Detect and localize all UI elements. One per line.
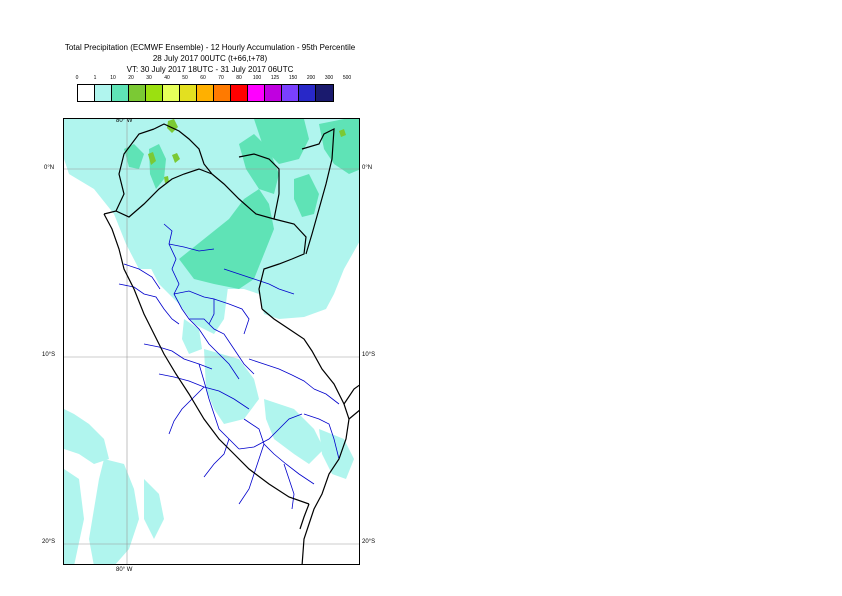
country-borders [103, 123, 359, 564]
lon-label-bottom: 80° W [116, 567, 133, 573]
legend-tick-label: 10 [110, 75, 116, 81]
lat-label-right-20: 20°S [362, 539, 376, 545]
legend-tick-label: 200 [306, 75, 316, 81]
legend-tick-label: 60 [200, 75, 206, 81]
legend-tick-label: 30 [146, 75, 152, 81]
precip-medium-areas [124, 119, 359, 289]
lat-label-left-10: 10°S [42, 352, 56, 358]
lat-label-left-20: 20°S [42, 539, 56, 545]
lon-label-top: 80° W [116, 118, 133, 124]
legend-tick-label: 40 [164, 75, 170, 81]
legend-swatch [112, 85, 129, 101]
legend-swatch [299, 85, 316, 101]
legend-tick-label: 1 [93, 75, 97, 81]
precip-green-spots [148, 119, 346, 183]
legend-tick-label: 80 [236, 75, 242, 81]
legend-tick-label: 125 [270, 75, 280, 81]
legend-swatch [197, 85, 214, 101]
legend-tick-label: 500 [342, 75, 352, 81]
lat-label-left-0: 0°N [44, 165, 55, 171]
legend-swatch [163, 85, 180, 101]
legend-tick-label: 150 [288, 75, 298, 81]
legend-colorbar [77, 84, 334, 102]
legend-tick-label: 50 [182, 75, 188, 81]
legend-tick-label: 70 [218, 75, 224, 81]
legend-tick-labels: 0 1 10 20 30 40 50 60 70 80 100 125 150 200 300 500 [75, 75, 352, 84]
legend-swatch [265, 85, 282, 101]
lat-label-right-0: 0°N [362, 165, 373, 171]
lat-label-right-10: 10°S [362, 352, 376, 358]
legend-swatch [95, 85, 112, 101]
legend-tick-label: 0 [75, 75, 79, 81]
gridlines [64, 119, 359, 564]
legend-tick-label: 300 [324, 75, 334, 81]
legend-swatch [214, 85, 231, 101]
legend-swatch [78, 85, 95, 101]
legend-swatch [248, 85, 265, 101]
title-line-1: Total Precipitation (ECMWF Ensemble) - 1… [64, 43, 356, 52]
legend-swatch [146, 85, 163, 101]
title-line-3: VT: 30 July 2017 18UTC - 31 July 2017 06… [126, 65, 294, 74]
legend-tick-label: 20 [128, 75, 134, 81]
map-svg [64, 119, 359, 564]
legend-swatch [316, 85, 333, 101]
region-borders [118, 223, 340, 510]
legend-swatch [180, 85, 197, 101]
precip-light-areas [64, 119, 359, 564]
legend-swatch [282, 85, 299, 101]
title-line-2: 28 July 2017 00UTC (t+66,t+78) [152, 54, 268, 63]
legend-swatch [231, 85, 248, 101]
legend-tick-label: 100 [252, 75, 262, 81]
legend-swatch [129, 85, 146, 101]
precipitation-map: 80° W [63, 118, 360, 565]
